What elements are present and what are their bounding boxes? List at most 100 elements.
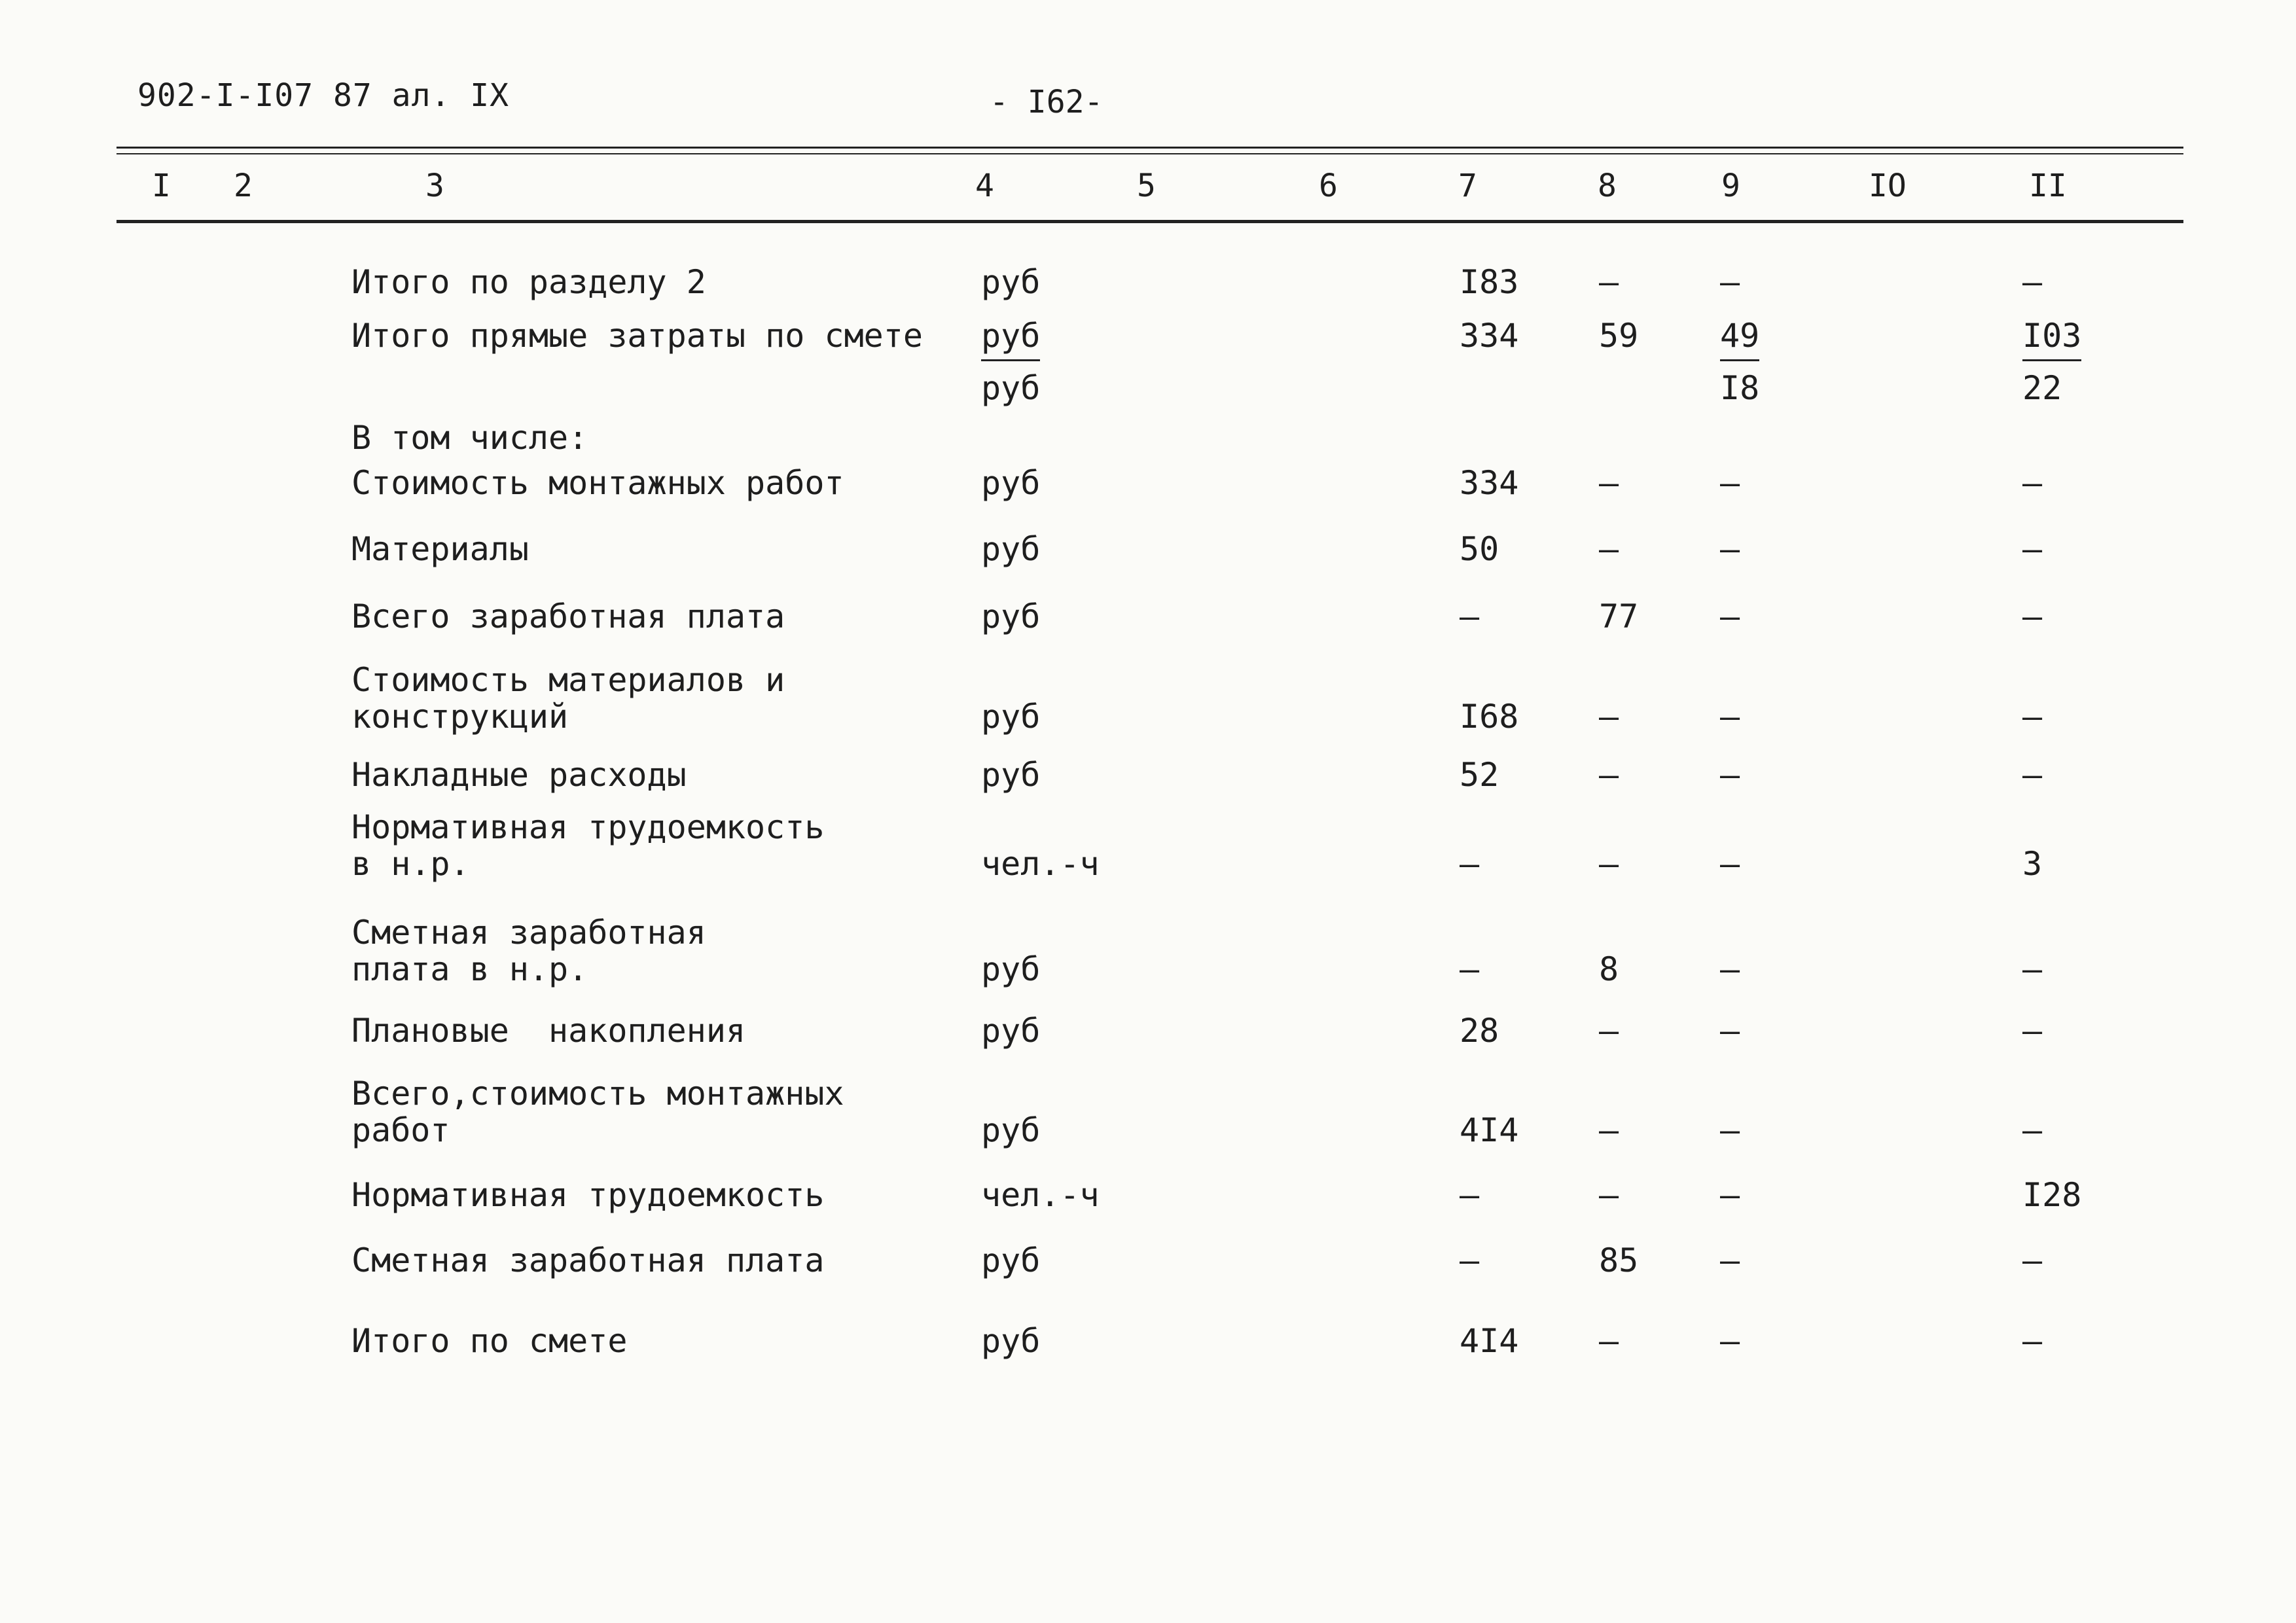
table-row: Материалы руб 50 – – –	[0, 530, 2296, 615]
value-cell-col11: I28	[2022, 1176, 2082, 1214]
column-header-4: 4	[975, 168, 994, 204]
value-cell-col7: 52	[1460, 756, 1499, 794]
value-cell-col11: –	[2022, 950, 2043, 988]
unit-cell: руб	[981, 756, 1041, 794]
column-header-2: 2	[234, 168, 253, 204]
value-cell-col8: 77	[1599, 597, 1639, 635]
row-label: Накладные расходы	[351, 756, 687, 794]
unit-cell: руб	[981, 1241, 1041, 1279]
unit-cell: руб	[981, 698, 1041, 736]
value-cell-col7: 4I4	[1460, 1111, 1519, 1149]
table-row: Нормативная трудоемкость чел.-ч – – – I2…	[0, 1176, 2296, 1261]
unit-cell: руб	[981, 1322, 1041, 1360]
value-cell-col7: 334	[1460, 317, 1519, 355]
column-header-10: IO	[1869, 168, 1907, 204]
table-row: Нормативная трудоемкость в н.р. чел.-ч –…	[0, 808, 2296, 893]
value-cell-col9: –	[1720, 1241, 1740, 1279]
row-label: Всего,стоимость монтажных	[351, 1075, 844, 1113]
column-header-3: 3	[425, 168, 444, 204]
unit-cell: чел.-ч	[981, 845, 1100, 883]
value-cell-col8: –	[1599, 464, 1619, 502]
unit-cell: руб	[981, 530, 1041, 568]
value-cell-col9: –	[1720, 263, 1740, 301]
table-row: Всего заработная плата руб – 77 – –	[0, 597, 2296, 683]
value-cell-col9: –	[1720, 950, 1740, 988]
column-header-11: II	[2029, 168, 2067, 204]
column-header-1: I	[152, 168, 171, 204]
row-label: Итого по разделу 2	[351, 263, 706, 301]
value-cell-col9: –	[1720, 1322, 1740, 1360]
table-row: Сметная заработная плата в н.р. руб – 8 …	[0, 914, 2296, 999]
row-label: Плановые накопления	[351, 1012, 746, 1050]
value-cell-col7: –	[1460, 950, 1480, 988]
value-cell-col11: –	[2022, 698, 2043, 736]
unit-cell: руб	[981, 1012, 1041, 1050]
value-cell-col11: –	[2022, 1111, 2043, 1149]
value-cell-col8: –	[1599, 1012, 1619, 1050]
table-row: Итого прямые затраты по смете руб 334 59…	[0, 317, 2296, 402]
value-cell-col9: I8	[1720, 369, 1760, 407]
value-cell-col11: –	[2022, 756, 2043, 794]
value-cell-col11: –	[2022, 263, 2043, 301]
column-header-7: 7	[1458, 168, 1477, 204]
value-cell-col11: –	[2022, 530, 2043, 568]
value-cell-col11: –	[2022, 1322, 2043, 1360]
unit-cell: руб	[981, 263, 1041, 301]
value-cell-col11: –	[2022, 1241, 2043, 1279]
row-label: Материалы	[351, 530, 529, 568]
value-cell-col9: –	[1720, 1012, 1740, 1050]
value-cell-col7: –	[1460, 1241, 1480, 1279]
value-cell-col11: –	[2022, 1012, 2043, 1050]
table-row: Сметная заработная плата руб – 85 – –	[0, 1241, 2296, 1327]
value-cell-col7: –	[1460, 1176, 1480, 1214]
value-cell-col9: –	[1720, 530, 1740, 568]
value-cell-col9: –	[1720, 698, 1740, 736]
unit-cell: руб	[981, 1111, 1041, 1149]
value-cell-col7: 4I4	[1460, 1322, 1519, 1360]
value-cell-col7: 50	[1460, 530, 1499, 568]
value-cell-col8: –	[1599, 1322, 1619, 1360]
value-cell-col7: 334	[1460, 464, 1519, 502]
value-cell-col7: 28	[1460, 1012, 1499, 1050]
value-cell-col8: –	[1599, 698, 1619, 736]
value-cell-col8: 85	[1599, 1241, 1639, 1279]
value-cell-col9: –	[1720, 597, 1740, 635]
row-label: Нормативная трудоемкость	[351, 808, 825, 846]
value-cell-col9: –	[1720, 1111, 1740, 1149]
table-top-rule	[117, 147, 2183, 149]
column-header-8: 8	[1598, 168, 1617, 204]
value-cell-col8: –	[1599, 845, 1619, 883]
page-number: - I62-	[990, 84, 1103, 120]
row-label: Всего заработная плата	[351, 597, 785, 635]
document-code: 902-I-I07 87 ал. IX	[137, 77, 510, 114]
value-cell-col11: –	[2022, 464, 2043, 502]
row-label-line2: плата в н.р.	[351, 950, 588, 988]
table-row: Плановые накопления руб 28 – – –	[0, 1012, 2296, 1097]
table-row: Накладные расходы руб 52 – – –	[0, 756, 2296, 841]
row-label-line2: в н.р.	[351, 845, 470, 883]
unit-cell: чел.-ч	[981, 1176, 1100, 1214]
column-header-5: 5	[1137, 168, 1156, 204]
row-label: Нормативная трудоемкость	[351, 1176, 825, 1214]
value-cell-col8: –	[1599, 756, 1619, 794]
value-cell-col8: –	[1599, 1111, 1619, 1149]
value-cell-col7: I68	[1460, 698, 1519, 736]
table-row: Итого по разделу 2 руб I83 – – –	[0, 263, 2296, 348]
column-header-6: 6	[1319, 168, 1338, 204]
value-cell-col8: 8	[1599, 950, 1619, 988]
value-cell-col9: –	[1720, 756, 1740, 794]
row-label: Стоимость монтажных работ	[351, 464, 844, 502]
row-label: В том числе:	[351, 419, 588, 457]
unit-cell: руб	[981, 369, 1041, 407]
value-cell-col9: –	[1720, 845, 1740, 883]
table-row: В том числе:	[0, 419, 2296, 504]
unit-cell: руб	[981, 597, 1041, 635]
value-cell-col8: –	[1599, 1176, 1619, 1214]
value-cell-col8: –	[1599, 263, 1619, 301]
value-cell-col11: I03	[2022, 317, 2082, 361]
table-top-rule-double	[117, 153, 2183, 154]
value-cell-col11: 3	[2022, 845, 2043, 883]
row-label: Сметная заработная плата	[351, 1241, 825, 1279]
